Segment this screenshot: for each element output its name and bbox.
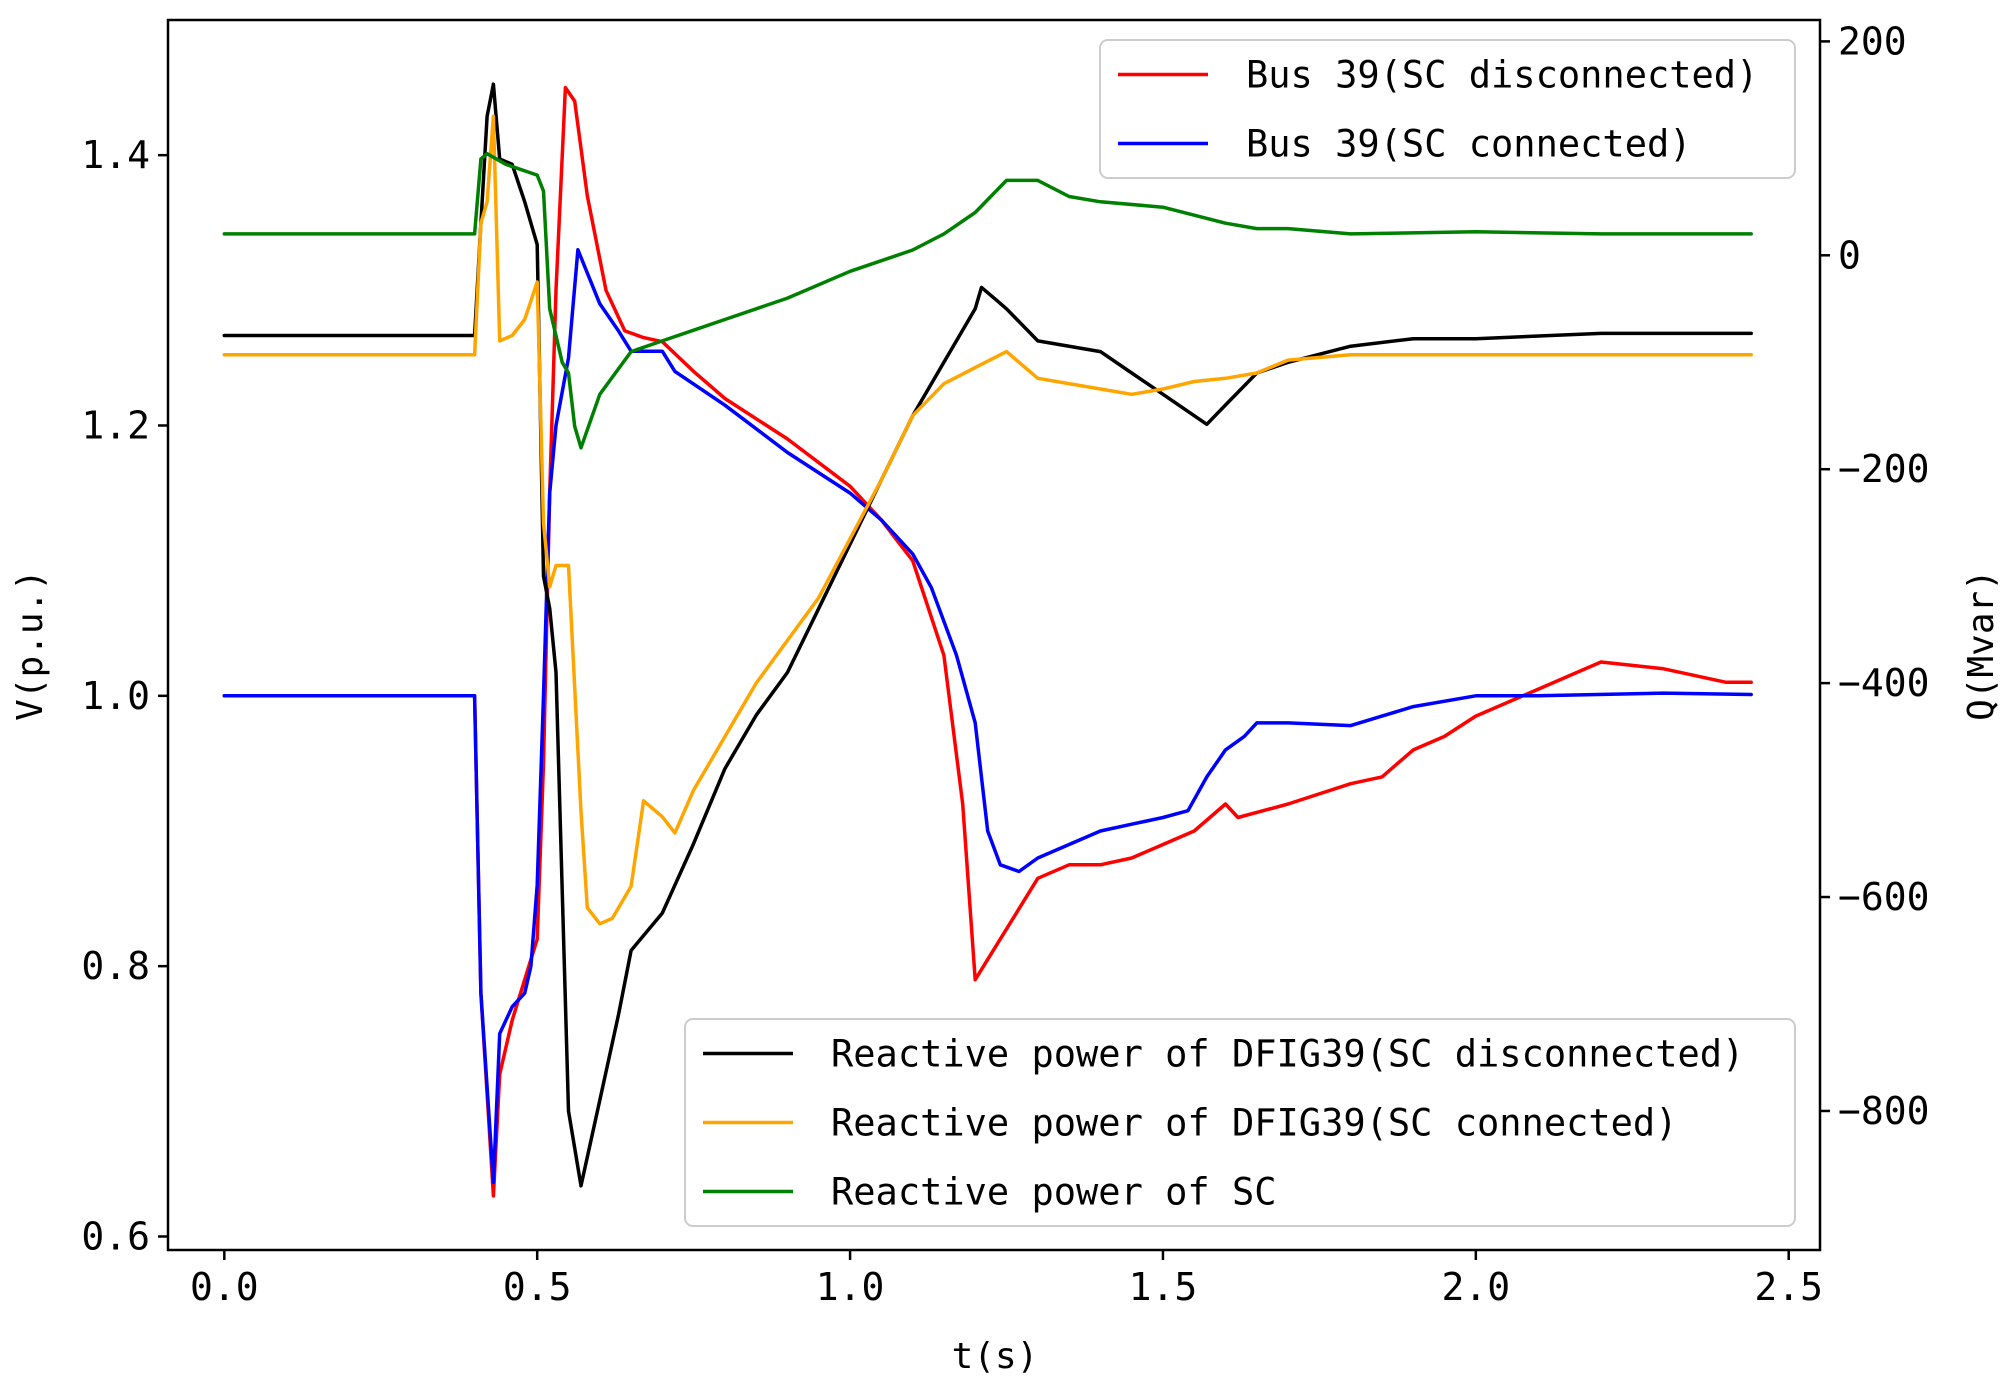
series-line-1 [222,248,1753,1185]
y-right-tick-label: −800 [1838,1089,1930,1133]
legends: Bus 39(SC disconnected) Bus 39(SC connect… [684,39,1796,1227]
legend-box-1 [684,1018,1796,1227]
legend-label: Reactive power of DFIG39(SC disconnected… [831,1033,1744,1076]
x-tick-label: 1.0 [816,1265,885,1309]
y-left-tick-label: 0.8 [81,944,150,988]
x-tick-label: 2.0 [1442,1265,1511,1309]
series-line-0 [222,85,1753,1198]
series-line-2 [222,82,1753,1188]
legend-label: Reactive power of SC [831,1171,1277,1214]
y-right-tick-label: 200 [1838,19,1907,63]
x-tick-label: 0.0 [190,1265,259,1309]
y-left-tick-label: 0.6 [81,1214,150,1258]
y-right-tick-label: 0 [1838,233,1861,277]
y-right-tick-label: −200 [1838,447,1930,491]
y-axis-title-right: Q(Mvar) [1961,569,2002,721]
x-tick-label: 1.5 [1129,1265,1198,1309]
x-tick-label: 0.5 [503,1265,572,1309]
y-right-tick-label: −600 [1838,875,1930,919]
series-line-4 [222,151,1753,450]
series-line-3 [222,114,1753,926]
plot-area [222,82,1753,1198]
plot-frame [166,18,1822,1252]
y-axis-title-left: V(p.u.) [10,569,51,721]
legend-box-0 [1099,39,1796,179]
legend-label: Bus 39(SC connected) [1246,123,1692,166]
y-left-tick-label: 1.4 [81,133,150,177]
axes: 0.0 0.5 1.0 1.5 2.0 2.5 0.6 0.8 1.0 1.2 1.4 −800 −60… [81,18,1930,1309]
legend-label: Bus 39(SC disconnected) [1246,54,1758,97]
legend-label: Reactive power of DFIG39(SC connected) [831,1102,1677,1145]
y-left-tick-label: 1.0 [81,674,150,718]
x-tick-label: 2.5 [1754,1265,1823,1309]
x-axis-title: t(s) [952,1336,1039,1377]
y-right-tick-label: −400 [1838,661,1930,705]
y-left-tick-label: 1.2 [81,403,150,447]
